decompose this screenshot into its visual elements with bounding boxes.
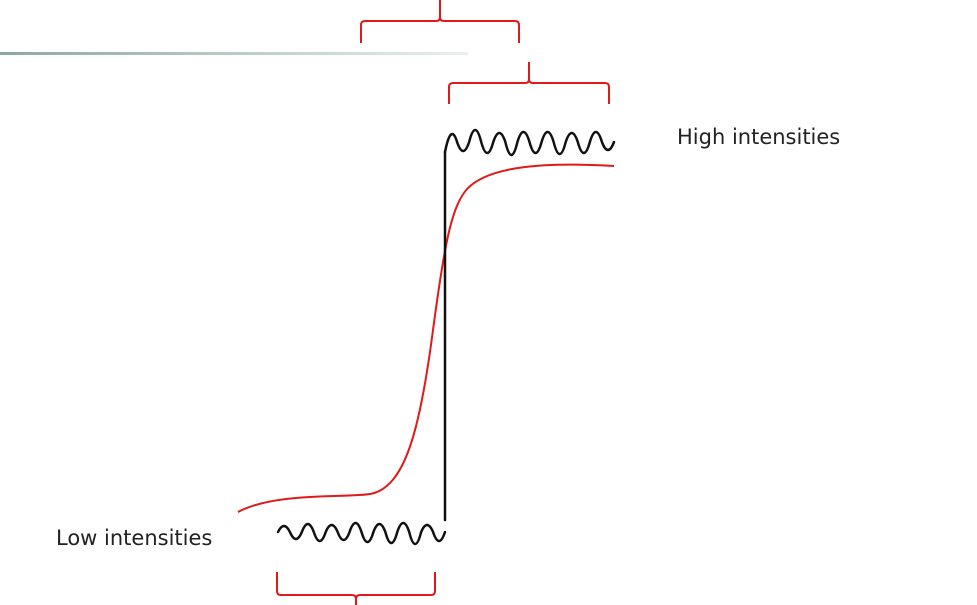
low-intensity-noise bbox=[276, 521, 447, 546]
high-intensities-label: High intensities bbox=[677, 125, 841, 149]
header-rule bbox=[0, 52, 468, 55]
top-bracket-icon bbox=[360, 0, 520, 43]
high-intensities-bracket-icon bbox=[448, 62, 610, 104]
low-intensities-bracket-icon bbox=[276, 572, 436, 605]
smoothed-edge-curve bbox=[237, 163, 615, 513]
low-intensities-label: Low intensities bbox=[56, 526, 213, 550]
high-intensity-noise bbox=[443, 128, 616, 157]
